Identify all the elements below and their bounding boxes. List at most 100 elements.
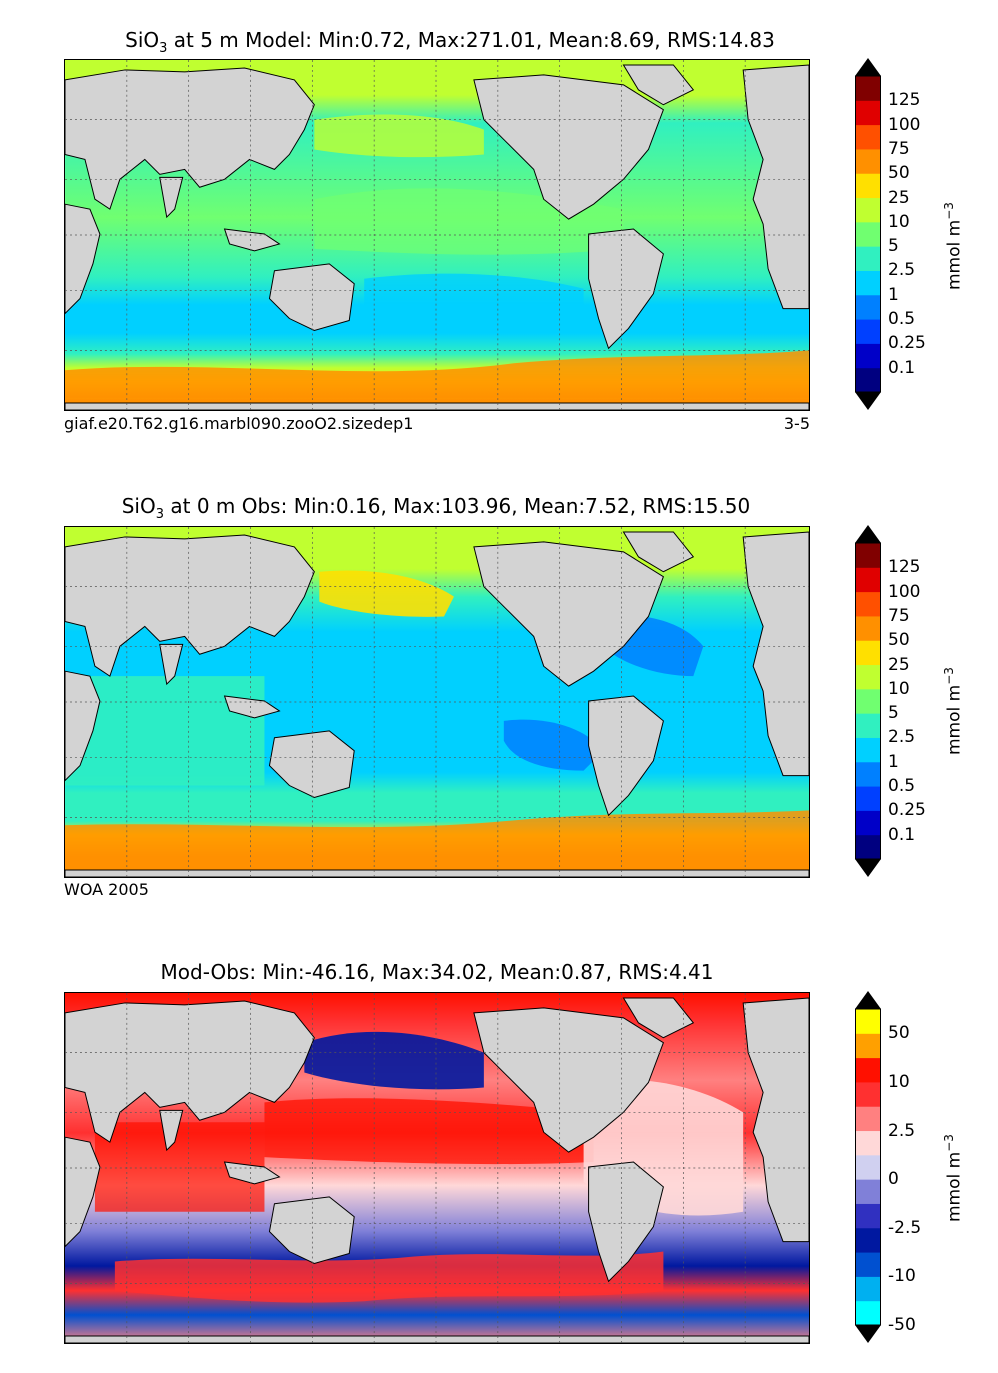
colorbar-units: mmol m−3 [942,1134,965,1222]
colorbar-tick-label: 1 [888,284,899,305]
colorbar-tick-label: 5 [888,703,899,724]
colorbar-segment [855,367,881,393]
colorbar-svg [855,525,881,877]
southern-ocean-high [65,350,809,399]
tropical-pacific-positive [264,1098,594,1165]
land-antarctica [65,1335,809,1343]
colorbar-segment [855,713,881,738]
colorbar-segment [855,640,881,666]
colorbar-segment [855,834,881,860]
colorbar-segment [855,1300,881,1326]
colorbar-segment [855,1276,881,1302]
colorbar-segment [855,100,881,126]
land-maritime-continent [223,1161,281,1185]
colorbar-tick-label: 100 [888,114,921,135]
colorbar-segment [855,1081,881,1107]
colorbar-segment [855,786,881,811]
colorbar-segment [855,567,881,593]
land-australia [268,1196,355,1264]
colorbar-segment [855,688,881,714]
colorbar-segment [855,148,881,174]
land-europe-africa-east [742,531,809,777]
land-australia [268,263,355,331]
colorbar-tick-label: 1 [888,751,899,772]
map-svg [65,527,809,877]
land-maritime-continent [223,228,281,252]
north-pacific-high [319,570,454,617]
colorbar-svg [855,991,881,1343]
land-africa [65,670,101,782]
colorbar-segment [855,1033,881,1059]
land-india [159,1109,184,1152]
southern-ocean-mixed [114,1251,664,1303]
title-subscript: 3 [159,41,168,56]
colorbar-units: mmol m−3 [942,202,965,290]
colorbar [855,525,881,877]
colorbar-segment [855,1130,881,1156]
indian-ocean-positive [94,1122,265,1212]
colorbar-tick-label: 0.1 [888,357,916,378]
colorbar-segment [855,737,881,763]
colorbar-segment [855,543,881,568]
map-svg [65,993,809,1343]
dataset-name: WOA 2005 [64,880,149,899]
tropical-pacific-band [314,188,624,255]
title-rest: at 5 m Model: Min:0.72, Max:271.01, Mean… [167,28,775,52]
colorbar-tick-label: -50 [888,1315,916,1335]
colorbar-extend-max [855,991,881,1009]
map-plot [64,992,810,1344]
colorbar-segment [855,1154,881,1180]
colorbar-tick-label: 100 [888,581,921,602]
land-antarctica [65,869,809,877]
colorbar-tick-label: 50 [888,163,910,184]
panel-title: Mod-Obs: Min:-46.16, Max:34.02, Mean:0.8… [160,960,714,984]
colorbar-segment [855,124,881,150]
colorbar-extend-min [855,1325,881,1343]
colorbar-tick-label: 0.1 [888,824,916,845]
colorbar-tick-label: 10 [888,678,910,699]
colorbar-tick-label: 25 [888,654,910,675]
land-south-america [588,228,664,350]
colorbar-segment [855,810,881,836]
colorbar-segment [855,1252,881,1277]
colorbar-frame [855,1008,881,1326]
colorbar-tick-label: 2.5 [888,727,916,748]
colorbar-tick-label: 0.5 [888,776,916,797]
colorbar-tick-label: 125 [888,557,921,578]
colorbar-segment [855,761,881,787]
colorbar-segment [855,197,881,223]
colorbar-segment [855,294,881,320]
colorbar-svg [855,58,881,410]
north-pacific-negative [304,1031,484,1090]
colorbar-extend-min [855,392,881,410]
colorbar-tick-label: 0.5 [888,309,916,330]
colorbar-tick-label: -2.5 [888,1217,922,1238]
colorbar-extend-max [855,525,881,543]
land-greenland [622,531,695,573]
map-svg [65,60,809,410]
colorbar-segment [855,615,881,641]
colorbar-segment [855,270,881,296]
title-rest: at 0 m Obs: Min:0.16, Max:103.96, Mean:7… [164,494,751,518]
colorbar-segment [855,343,881,369]
subtropical-gyre [364,273,584,325]
north-pacific-high [314,114,484,158]
colorbar [855,991,881,1343]
land-south-america [588,695,664,817]
map-plot [64,59,810,411]
land-south-america [588,1161,664,1283]
land-maritime-continent [223,695,281,719]
colorbar-tick-label: 10 [888,211,910,232]
colorbar-segment [855,1009,881,1034]
indian-ocean-band [65,676,265,786]
land-india [159,176,184,219]
colorbar-segment [855,1203,881,1229]
colorbar-tick-label: 0.25 [888,800,926,821]
colorbar-tick-label: 25 [888,187,910,208]
land-north-america [473,74,665,220]
colorbar-tick-label: 50 [888,630,910,651]
colorbar-segment [855,173,881,199]
year-range: 3-5 [783,414,810,433]
colorbar-segment [855,76,881,101]
southern-ocean-high [65,810,809,866]
